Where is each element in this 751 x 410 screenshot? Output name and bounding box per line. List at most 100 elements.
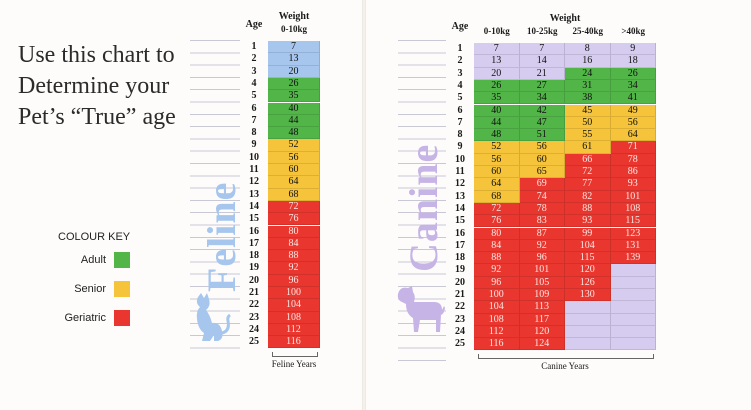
equivalent-age-cell: 104 [474, 301, 520, 314]
equivalent-age-cell [610, 276, 656, 289]
equivalent-age-cell: 84 [474, 239, 520, 253]
equivalent-age-cell: 71 [610, 141, 656, 154]
equivalent-age-cell: 40 [474, 104, 520, 117]
age-cell: 6 [457, 104, 463, 116]
equivalent-age-cell: 76 [268, 213, 320, 226]
age-cell: 24 [455, 325, 465, 337]
equivalent-age-cell: 139 [610, 252, 656, 265]
equivalent-age-cell: 60 [519, 153, 565, 166]
equivalent-age-cell: 14 [519, 55, 565, 68]
equivalent-age-cell: 65 [519, 166, 565, 179]
age-cell: 15 [455, 215, 465, 227]
age-cell: 10 [249, 151, 259, 163]
equivalent-age-cell: 41 [610, 92, 656, 105]
feline-age-table: Age Weight 0-10kg 1 7 2 13 3 20 4 26 5 35 6 40 7 44 8 48 9 5… [240, 11, 332, 384]
equivalent-age-cell: 26 [268, 77, 320, 91]
equivalent-age-cell [610, 301, 656, 314]
footer-bracket [272, 351, 318, 357]
equivalent-age-cell [565, 301, 611, 314]
colour-key-label: Adult [80, 254, 106, 266]
age-cell: 13 [455, 190, 465, 202]
equivalent-age-cell: 13 [474, 55, 520, 68]
cat-silhouette-icon [196, 293, 231, 341]
equivalent-age-cell: 34 [519, 92, 565, 105]
colour-key: Adult Senior Geriatric [30, 250, 130, 330]
equivalent-age-cell: 108 [610, 202, 656, 216]
weight-column-header: 25-40kg [572, 26, 603, 36]
equivalent-age-cell: 78 [610, 153, 656, 166]
equivalent-age-cell: 49 [610, 104, 656, 117]
age-cell: 19 [249, 262, 259, 274]
age-cell: 23 [249, 311, 259, 323]
equivalent-age-cell: 104 [565, 239, 611, 253]
weight-column-header: 10-25kg [526, 26, 558, 36]
equivalent-age-cell: 40 [268, 102, 320, 115]
equivalent-age-cell: 20 [474, 67, 520, 80]
senior-swatch [114, 281, 130, 297]
age-cell: 5 [457, 92, 463, 104]
equivalent-age-cell: 44 [474, 116, 520, 130]
colour-key-adult: Adult [30, 250, 130, 270]
equivalent-age-cell: 35 [474, 92, 520, 105]
age-header: Age [451, 21, 469, 32]
equivalent-age-cell: 72 [474, 202, 520, 216]
equivalent-age-cell: 104 [268, 299, 320, 312]
equivalent-age-cell: 26 [610, 67, 656, 80]
equivalent-age-cell: 26 [474, 79, 520, 93]
age-cell: 11 [249, 164, 259, 175]
age-cell: 9 [251, 139, 257, 151]
equivalent-age-cell: 64 [474, 178, 520, 191]
equivalent-age-cell: 27 [519, 79, 565, 93]
equivalent-age-cell: 60 [268, 164, 320, 177]
equivalent-age-cell: 86 [610, 166, 656, 179]
equivalent-age-cell: 61 [565, 141, 611, 154]
equivalent-age-cell: 66 [565, 153, 611, 166]
age-cell: 19 [455, 264, 465, 276]
age-cell: 24 [249, 323, 259, 335]
equivalent-age-cell: 101 [519, 264, 565, 277]
heading-line-2: Determine your [18, 73, 170, 99]
equivalent-age-cell: 109 [519, 289, 565, 302]
equivalent-age-cell: 96 [519, 252, 565, 265]
age-cell: 7 [457, 116, 463, 128]
equivalent-age-cell: 76 [474, 215, 520, 228]
equivalent-age-cell: 56 [519, 141, 565, 154]
equivalent-age-cell: 52 [268, 139, 320, 152]
equivalent-age-cell: 87 [519, 227, 565, 240]
equivalent-age-cell: 69 [519, 178, 565, 191]
equivalent-age-cell: 7 [268, 41, 320, 54]
equivalent-age-cell: 92 [268, 262, 320, 275]
equivalent-age-cell: 88 [474, 252, 520, 265]
equivalent-age-cell: 77 [565, 178, 611, 191]
equivalent-age-cell: 50 [565, 116, 611, 130]
equivalent-age-cell: 116 [268, 336, 320, 349]
equivalent-age-cell [565, 325, 611, 339]
age-cell: 7 [251, 114, 257, 126]
equivalent-age-cell: 21 [519, 67, 565, 80]
equivalent-age-cell: 82 [565, 190, 611, 203]
age-cell: 11 [455, 166, 465, 177]
equivalent-age-cell: 93 [610, 178, 656, 191]
equivalent-age-cell: 9 [610, 43, 656, 56]
equivalent-age-cell: 99 [565, 227, 611, 240]
age-cell: 23 [455, 313, 465, 325]
heading-line-3: Pet’s “True” age [18, 104, 176, 130]
equivalent-age-cell: 131 [610, 239, 656, 253]
age-cell: 10 [455, 153, 465, 165]
age-cell: 17 [455, 239, 465, 251]
equivalent-age-cell: 13 [268, 53, 320, 66]
colour-key-senior: Senior [30, 279, 130, 299]
weight-column-header: 0-10kg [280, 24, 307, 34]
age-cell: 9 [457, 141, 463, 153]
equivalent-age-cell: 42 [519, 104, 565, 117]
equivalent-age-cell: 83 [519, 215, 565, 228]
weight-header: Weight [278, 11, 310, 22]
equivalent-age-cell: 88 [268, 250, 320, 263]
equivalent-age-cell: 7 [519, 43, 565, 56]
page-fold [362, 0, 366, 410]
canine-age-table: Age Weight 0-10kg 10-25kg 25-40kg >40kg 1 7 7 8 9 2… [446, 13, 746, 388]
equivalent-age-cell: 130 [565, 289, 611, 302]
age-cell: 20 [455, 276, 465, 288]
age-cell: 5 [251, 90, 257, 102]
equivalent-age-cell: 24 [565, 67, 611, 80]
